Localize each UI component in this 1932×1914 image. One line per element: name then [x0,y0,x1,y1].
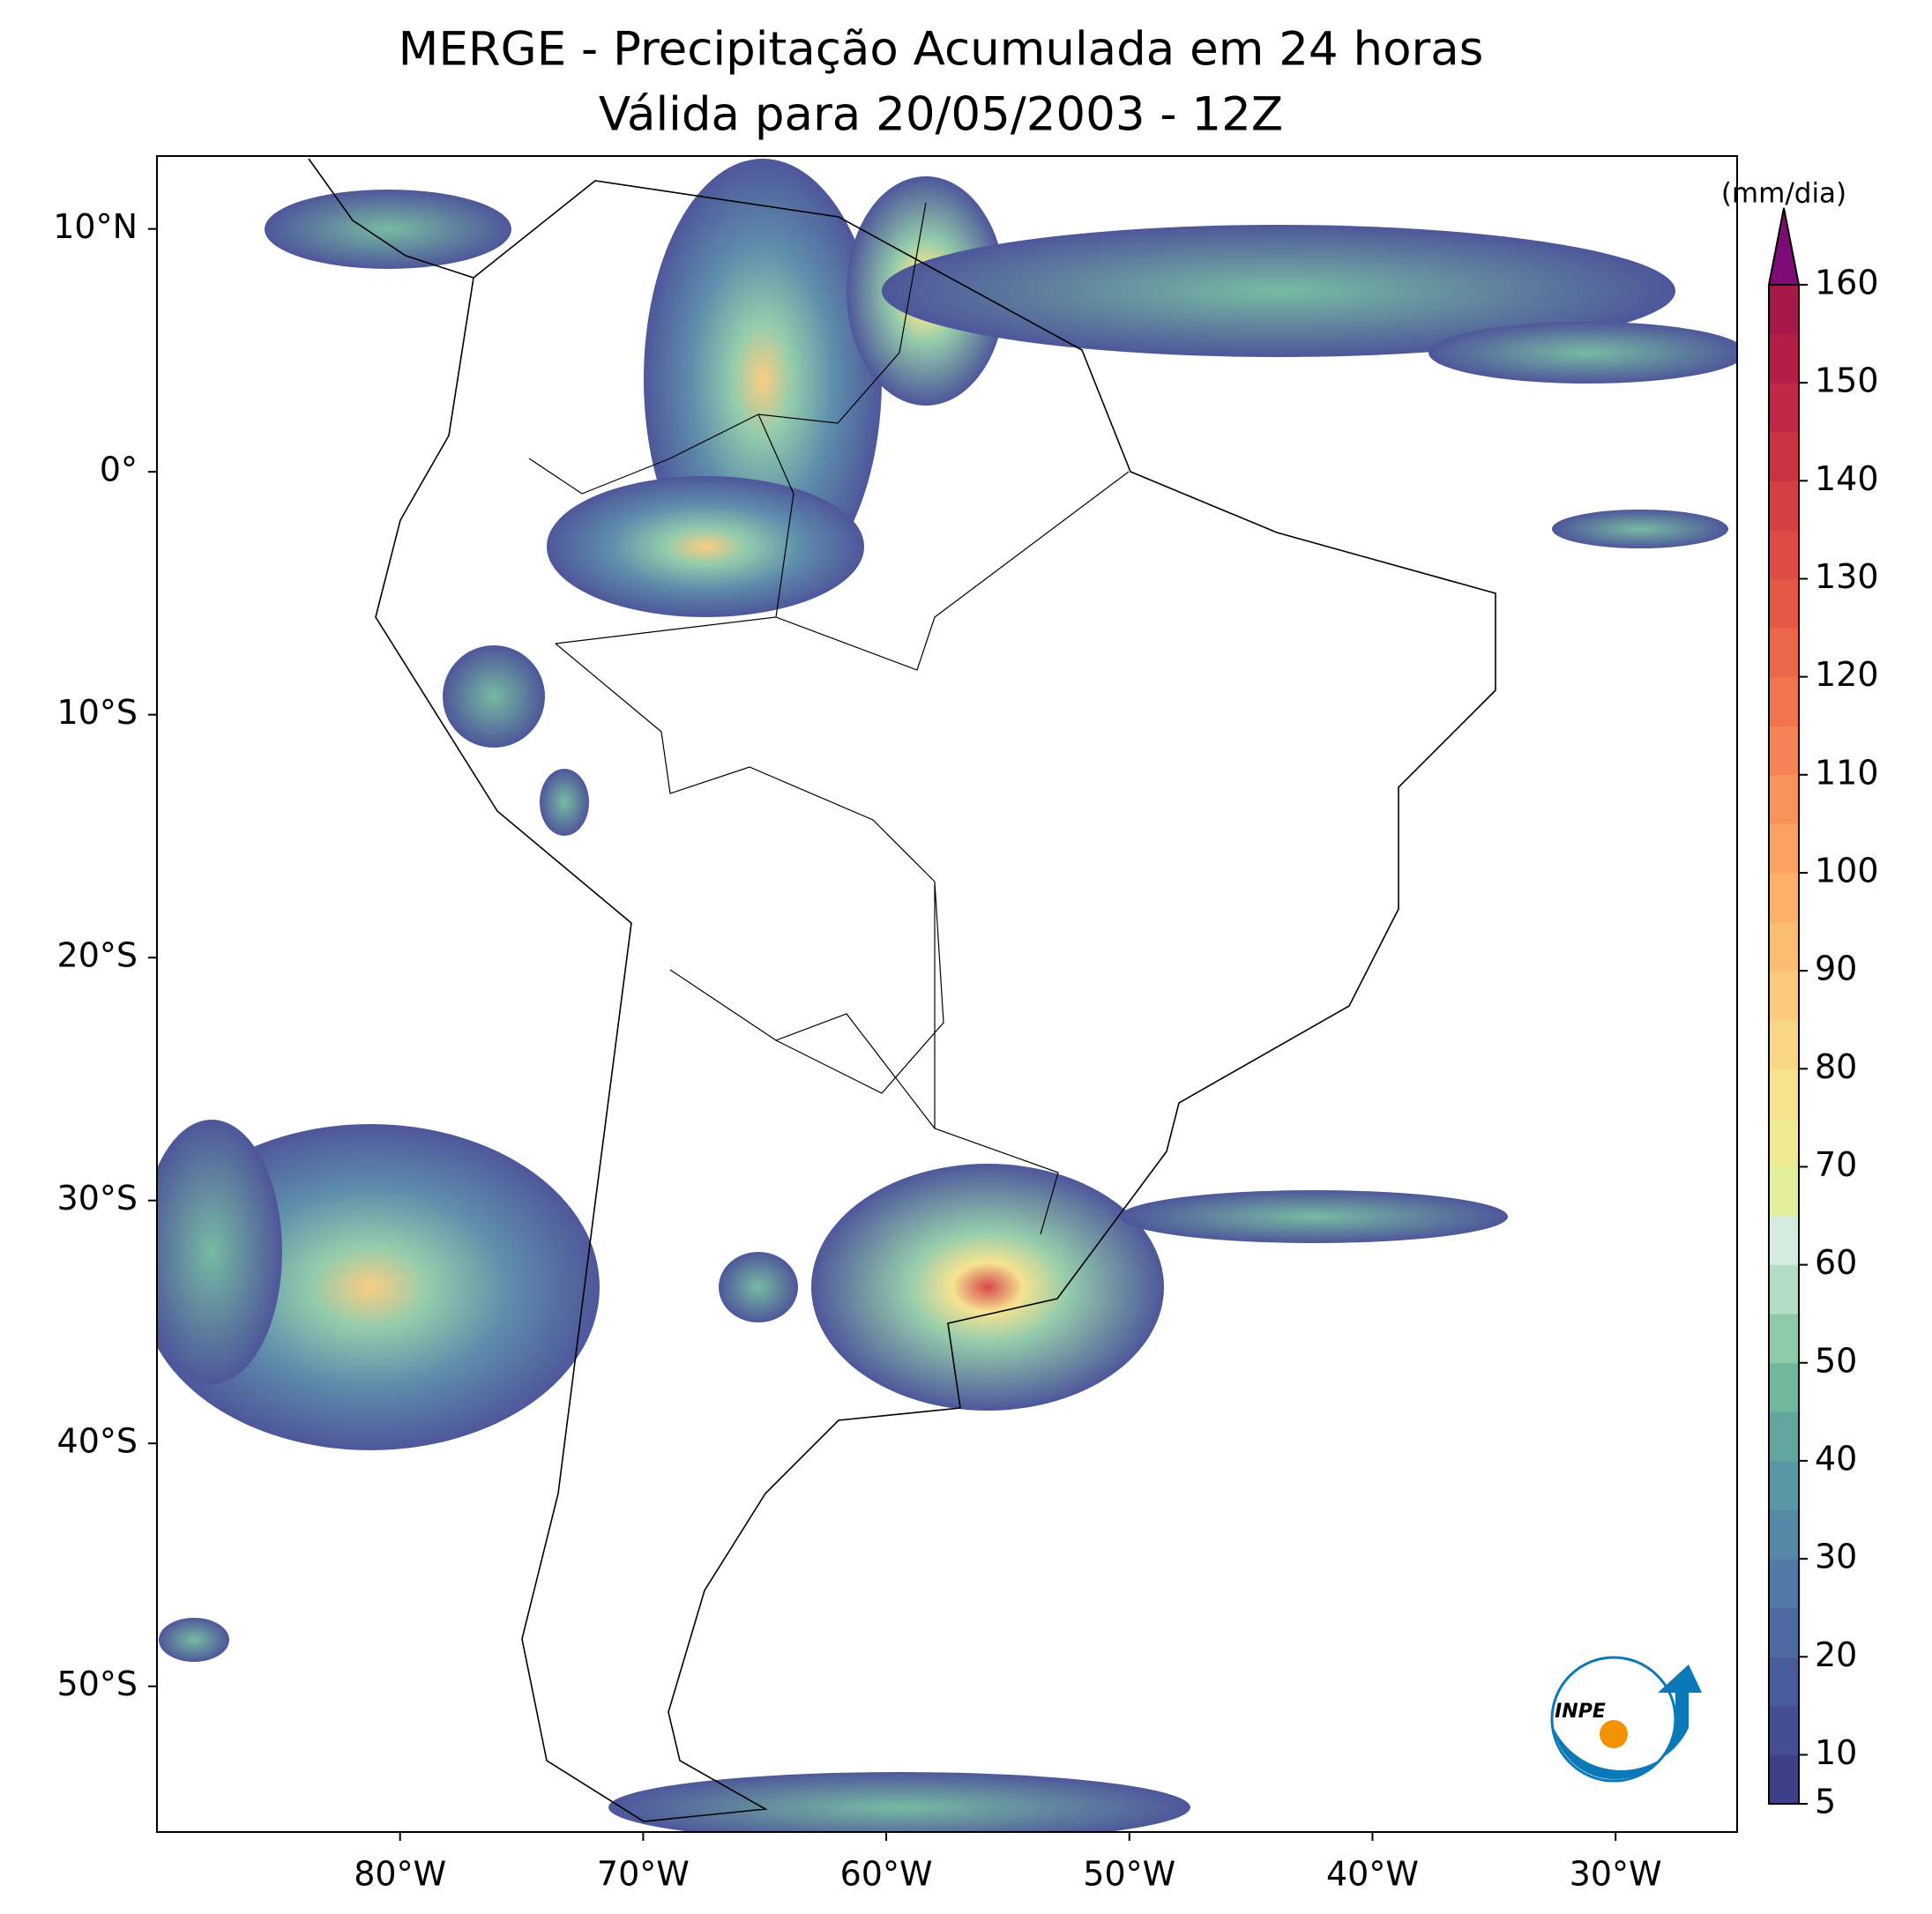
colorbar-band [1769,823,1799,874]
colorbar-tick-label: 100 [1815,851,1879,890]
colorbar-tick-label: 130 [1815,557,1879,596]
map-frame [156,155,1738,1833]
colorbar-tick-label: 150 [1815,361,1879,400]
colorbar-band [1769,1362,1799,1412]
colorbar-band [1769,971,1799,1021]
colorbar-band [1769,921,1799,972]
x-tick-label: 50°W [1083,1855,1175,1894]
colorbar-band [1769,1754,1799,1805]
colorbar-band [1769,774,1799,824]
x-tick-label: 80°W [354,1855,446,1894]
colorbar-band [1769,383,1799,433]
x-tick-label: 60°W [840,1855,933,1894]
colorbar-band [1769,726,1799,776]
x-tick-label: 30°W [1570,1855,1662,1894]
title: MERGE - Precipitação Acumulada em 24 hor… [399,23,1484,77]
colorbar-band [1769,1069,1799,1119]
y-tick-label: 10°N [53,207,138,246]
logo-text: INPE [1555,1701,1606,1723]
colorbar-tick-label: 90 [1815,950,1857,988]
colorbar-band [1769,872,1799,923]
colorbar-band [1769,1705,1799,1755]
colorbar-extend [1767,207,1801,286]
colorbar-band [1769,529,1799,579]
colorbar-band [1769,1166,1799,1217]
y-tick-label: 30°S [57,1179,138,1218]
country-borders [528,202,1130,1235]
x-tick-label: 40°W [1326,1855,1419,1894]
colorbar-band [1769,1657,1799,1707]
colorbar-band [1769,431,1799,481]
colorbar-band [1769,480,1799,531]
colorbar-tick-label: 120 [1815,655,1879,694]
colorbar-band [1769,1314,1799,1364]
y-tick-label: 20°S [57,936,138,975]
colorbar-tick-label: 5 [1815,1783,1836,1821]
colorbar-tick-label: 20 [1815,1635,1857,1674]
colorbar-band [1769,1460,1799,1511]
colorbar-band [1769,578,1799,629]
y-tick-label: 10°S [57,693,138,732]
y-tick-label: 50°S [57,1665,138,1703]
colorbar-frame [1768,284,1800,1805]
colorbar-band [1769,1607,1799,1657]
logo: INPE [1550,1656,1702,1783]
colorbar-tick-label: 140 [1815,459,1879,498]
colorbar-tick-label: 110 [1815,753,1879,792]
colorbar-tick-label: 160 [1815,264,1879,302]
colorbar-band [1769,333,1799,384]
colorbar-band [1769,628,1799,678]
colorbar-band [1769,1117,1799,1167]
colorbar-tick-label: 40 [1815,1439,1857,1478]
colorbar-tick-label: 10 [1815,1733,1857,1772]
x-tick-label: 70°W [597,1855,690,1894]
colorbar-band [1769,1509,1799,1560]
colorbar-band [1769,1559,1799,1609]
colorbar-tick-label: 30 [1815,1538,1857,1576]
colorbar-tick-label: 60 [1815,1243,1857,1282]
colorbar-band [1769,285,1799,335]
colorbar-band [1769,1264,1799,1314]
subtitle: Válida para 20/05/2003 - 12Z [599,88,1283,142]
colorbar-band [1769,1019,1799,1069]
y-tick-label: 0° [100,451,138,489]
y-tick-label: 40°S [57,1422,138,1461]
colorbar-tick-label: 80 [1815,1047,1857,1086]
colorbar-tick-label: 50 [1815,1341,1857,1380]
colorbar-band [1769,1216,1799,1266]
precipitation [157,159,1737,1832]
map-layer [157,158,1737,1832]
south-america-outline [308,158,1496,1822]
colorbar-band [1769,676,1799,726]
colorbar-label: (mm/dia) [1721,178,1846,210]
colorbar-band [1769,1411,1799,1462]
colorbar-tick-label: 70 [1815,1145,1857,1184]
